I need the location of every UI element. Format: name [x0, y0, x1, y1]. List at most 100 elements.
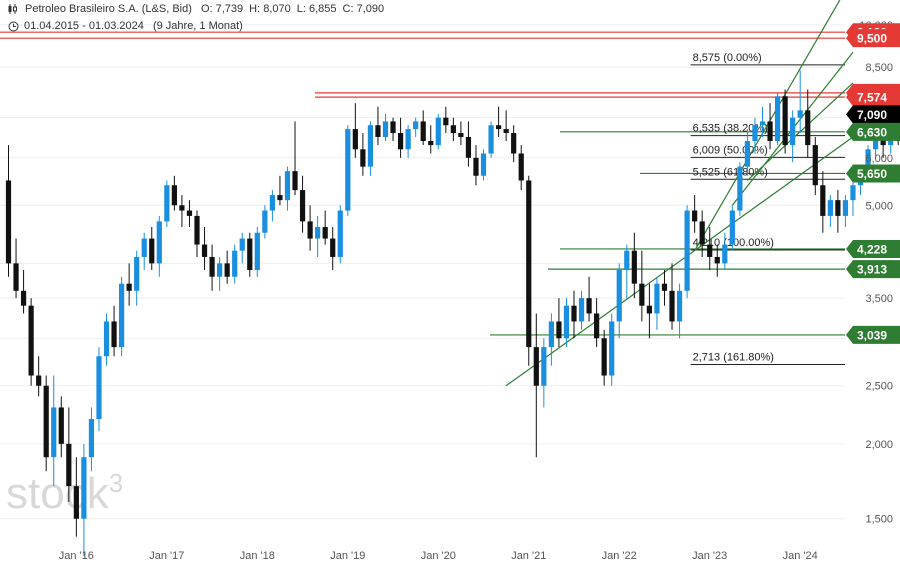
- candle: [556, 298, 562, 348]
- x-tick-label: Jan '23: [692, 550, 727, 562]
- stock3-watermark: stock3: [6, 468, 123, 518]
- candle: [254, 226, 260, 277]
- candle: [360, 132, 366, 176]
- candle: [639, 250, 645, 322]
- candle: [20, 269, 27, 314]
- x-tick-label: Jan '17: [149, 550, 184, 562]
- candle: [73, 457, 79, 537]
- candle: [186, 200, 193, 227]
- candle: [103, 313, 110, 366]
- candle: [28, 298, 34, 386]
- candle: [88, 407, 95, 472]
- chart-range: 01.04.2015 - 01.03.2024 (9 Jahre, 1 Mona…: [8, 20, 243, 32]
- candle: [330, 226, 336, 270]
- candle: [458, 121, 464, 146]
- candle: [496, 106, 502, 137]
- candlestick-icon: [8, 4, 17, 15]
- candle: [609, 313, 615, 386]
- y-tick-label: 1,500: [865, 514, 893, 526]
- candle: [269, 190, 275, 222]
- candle: [149, 226, 155, 270]
- candle: [812, 136, 818, 196]
- candle: [631, 232, 637, 299]
- candle: [375, 106, 381, 146]
- candle: [201, 226, 208, 270]
- candle: [699, 210, 705, 257]
- candle: [413, 117, 419, 137]
- x-axis: Jan '16 Jan '17 Jan '18 Jan '19 Jan '20 Jan '…: [59, 550, 818, 562]
- candle: [217, 256, 223, 291]
- candle: [420, 110, 426, 146]
- candle: [224, 250, 230, 284]
- price-badge: 3,039: [846, 325, 900, 344]
- price-badge-label: 6,630: [857, 125, 887, 139]
- candle: [707, 226, 713, 270]
- candle: [428, 125, 434, 154]
- price-badges: 9,1209,5007,7007,5747,0906,6305,6504,228…: [846, 23, 900, 344]
- x-tick-label: Jan '19: [330, 550, 365, 562]
- candle: [511, 125, 517, 163]
- ohlc-2: L: 6,855: [296, 3, 337, 15]
- candle: [790, 110, 796, 163]
- candle: [541, 338, 547, 408]
- candle: [141, 232, 147, 270]
- candle: [292, 121, 298, 196]
- candle: [96, 347, 102, 432]
- candle: [405, 125, 411, 158]
- candle: [345, 125, 351, 216]
- candle: [126, 263, 132, 306]
- ohlc-1: H: 8,070: [249, 3, 291, 15]
- price-badge: 5,650: [846, 164, 900, 183]
- candle: [805, 89, 811, 158]
- candle: [661, 269, 668, 306]
- y-tick-label: 2,500: [865, 381, 893, 393]
- fibonacci-levels: 8,575 (0.00%) 6,535 (38.20%) 6,009 (50.00%…: [690, 52, 845, 365]
- candle: [450, 117, 456, 142]
- y-tick-label: 8,500: [865, 62, 893, 74]
- candle: [548, 313, 554, 366]
- ohlc-0: O: 7,739: [200, 3, 244, 15]
- candle: [352, 103, 358, 158]
- price-badge-label: 7,090: [857, 108, 887, 122]
- candle: [586, 276, 592, 322]
- candle: [737, 162, 743, 216]
- candle: [518, 145, 524, 191]
- candle: [820, 171, 826, 233]
- price-badge-label: 5,650: [857, 167, 887, 181]
- candle: [526, 175, 532, 366]
- candle: [797, 70, 803, 133]
- watermark-sup: 3: [109, 468, 123, 498]
- candle: [171, 175, 177, 211]
- candle: [571, 290, 577, 339]
- price-badge: 7,090: [846, 105, 900, 124]
- x-tick-label: Jan '22: [602, 550, 637, 562]
- candle: [134, 250, 140, 306]
- candle: [827, 195, 833, 227]
- candle: [563, 298, 570, 348]
- price-badge: 9,500: [846, 29, 900, 48]
- candle: [480, 149, 487, 181]
- ohlc-3: C: 7,090: [342, 3, 385, 15]
- candle: [646, 283, 652, 339]
- candle: [669, 263, 675, 330]
- candle: [435, 113, 441, 150]
- y-tick-label: 2,000: [865, 439, 893, 451]
- candle: [284, 166, 291, 211]
- candle: [578, 290, 585, 330]
- candle: [767, 103, 773, 150]
- candle: [503, 110, 509, 142]
- candle: [232, 244, 238, 284]
- candle: [850, 180, 856, 216]
- candle: [156, 215, 162, 277]
- candle: [315, 215, 321, 257]
- candle: [337, 205, 343, 264]
- candle: [443, 106, 449, 133]
- price-badge-label: 7,574: [857, 91, 887, 105]
- candle: [277, 175, 283, 206]
- candle: [164, 180, 170, 227]
- candle: [624, 244, 630, 299]
- fib-label: 2,713 (161.80%): [693, 351, 774, 363]
- candle: [397, 117, 404, 158]
- candle: [676, 283, 683, 339]
